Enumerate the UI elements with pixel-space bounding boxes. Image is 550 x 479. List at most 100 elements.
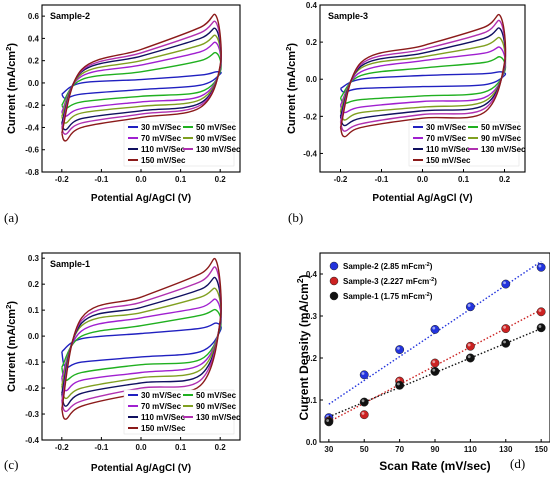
point-highlight: [361, 372, 365, 375]
y-tick-label: -0.4: [25, 436, 39, 445]
x-tick-label: 0.1: [175, 443, 187, 452]
legend-label: 70 mV/Sec: [141, 402, 182, 411]
y-tick-label: 0.0: [28, 79, 40, 88]
x-tick-label: -0.1: [95, 443, 109, 452]
y-tick-label: 0.1: [28, 306, 40, 315]
y-tick-label: 0.4: [306, 270, 318, 279]
point-highlight: [538, 264, 542, 268]
data-point: [359, 410, 369, 420]
y-tick-label: -0.1: [25, 358, 39, 367]
panel-title: Sample-3: [328, 11, 368, 21]
y-tick-label: -0.2: [25, 384, 39, 393]
point-highlight: [467, 343, 471, 347]
legend-label: Sample-2 (2.85 mFcm-2): [343, 262, 433, 271]
x-tick-label: -0.2: [55, 175, 69, 184]
y-axis-label: Current (mA/cm2): [4, 43, 19, 134]
legend-marker: [329, 291, 339, 301]
legend-label: 130 mV/Sec: [481, 145, 526, 154]
data-point: [536, 262, 546, 272]
legend: 30 mV/Sec 50 mV/Sec 70 mV/Sec 90 mV/Sec 110 …: [408, 121, 526, 167]
point-highlight: [397, 346, 400, 350]
legend-label: 50 mV/Sec: [481, 123, 522, 132]
data-point: [430, 366, 440, 376]
x-tick-label: 0.2: [215, 175, 227, 184]
x-tick-label: 130: [499, 445, 513, 454]
data-point: [430, 324, 440, 334]
legend-label: 70 mV/Sec: [141, 134, 182, 143]
point-highlight: [361, 399, 365, 403]
legend-box: [123, 389, 235, 435]
legend-label: 30 mV/Sec: [426, 123, 467, 132]
data-point: [359, 370, 369, 380]
legend: Sample-2 (2.85 mFcm-2) Sample-3 (2.227 mF…: [329, 261, 437, 301]
data-point: [465, 341, 475, 351]
chart-panel-b: -0.2 -0.1 0.0 0.1 0.2 -0.4 -0.2 0.0 0.2 0.4 Potent…: [284, 1, 527, 225]
panel-title: Sample-2: [50, 11, 90, 21]
y-tick-label: -0.2: [303, 112, 317, 121]
data-point: [465, 353, 475, 363]
data-point: [501, 338, 511, 348]
legend-label: 30 mV/Sec: [141, 391, 182, 400]
x-tick-label: 50: [360, 445, 369, 454]
panel-label: (d): [510, 456, 525, 471]
point-highlight: [326, 419, 330, 422]
point-highlight: [397, 382, 400, 386]
legend-label: 50 mV/Sec: [196, 391, 237, 400]
x-tick-label: 70: [395, 445, 404, 454]
y-tick-label: 0.0: [306, 438, 318, 447]
x-axis-label: Potential Ag/AgCl (V): [91, 193, 191, 204]
legend-label: 30 mV/Sec: [141, 123, 182, 132]
y-tick-label: 0.3: [28, 254, 40, 263]
x-tick-label: 0.1: [175, 175, 187, 184]
cv-loop: [339, 71, 507, 93]
y-tick-label: 0.4: [28, 34, 40, 43]
x-tick-label: 0.1: [458, 175, 470, 184]
x-axis-label: Potential Ag/AgCl (V): [91, 463, 191, 474]
legend: 30 mV/Sec 50 mV/Sec 70 mV/Sec 90 mV/Sec 110 …: [123, 389, 241, 435]
data-point: [324, 417, 334, 427]
data-point: [536, 323, 546, 333]
x-tick-label: 0.0: [135, 443, 147, 452]
x-tick-label: -0.1: [375, 175, 389, 184]
y-axis-label: Current (mA/cm2): [284, 43, 299, 134]
x-tick-label: 0.0: [417, 175, 429, 184]
data-point: [359, 397, 369, 407]
legend-label: 110 mV/Sec: [141, 413, 186, 422]
chart-panel-d: 30 50 70 90 110 130 150 0.0 0.1 0.2 0.3 0.4 Scan Rat…: [295, 252, 550, 473]
chart-panel-a: -0.2 -0.1 0.0 0.1 0.2 -0.8 -0.6 -0.4 -0.2 0.0 0.2 0…: [4, 4, 241, 225]
y-tick-label: 0.2: [28, 57, 40, 66]
legend-marker: [329, 276, 339, 286]
y-tick-label: 0.3: [306, 312, 318, 321]
legend-label: 150 mV/Sec: [141, 156, 186, 165]
cv-loop: [61, 257, 222, 420]
legend-label: Sample-3 (2.227 mFcm-2): [343, 277, 437, 286]
data-point: [465, 302, 475, 312]
x-axis-label: Potential Ag/AgCl (V): [372, 193, 472, 204]
data-point: [395, 345, 405, 355]
point-highlight: [432, 368, 436, 372]
legend-label: Sample-1 (1.75 mFcm-2): [343, 292, 433, 301]
data-point: [395, 380, 405, 390]
x-axis-label: Scan Rate (mV/sec): [379, 459, 490, 473]
point-highlight: [361, 412, 365, 415]
point-highlight: [503, 340, 506, 344]
x-tick-label: 0.2: [215, 443, 227, 452]
y-tick-label: 0.6: [28, 12, 40, 21]
data-point: [430, 358, 440, 368]
point-highlight: [538, 309, 542, 312]
panel-label: (b): [288, 210, 303, 225]
legend-marker: [329, 261, 339, 271]
y-tick-label: 0.4: [306, 1, 318, 10]
data-point: [501, 324, 511, 334]
legend-label: 110 mV/Sec: [141, 145, 186, 154]
point-highlight: [467, 304, 471, 307]
y-tick-label: -0.4: [303, 149, 317, 158]
legend-label: 150 mV/Sec: [426, 156, 471, 165]
cv-loop: [61, 71, 222, 100]
chart-panel-c: -0.2 -0.1 0.0 0.1 0.2 -0.4 -0.3 -0.2 -0.1 0.0 0.1 0…: [4, 252, 241, 474]
legend-label: 90 mV/Sec: [196, 402, 237, 411]
x-tick-label: 30: [324, 445, 333, 454]
y-tick-label: 0.2: [306, 354, 318, 363]
point-highlight: [432, 360, 436, 364]
